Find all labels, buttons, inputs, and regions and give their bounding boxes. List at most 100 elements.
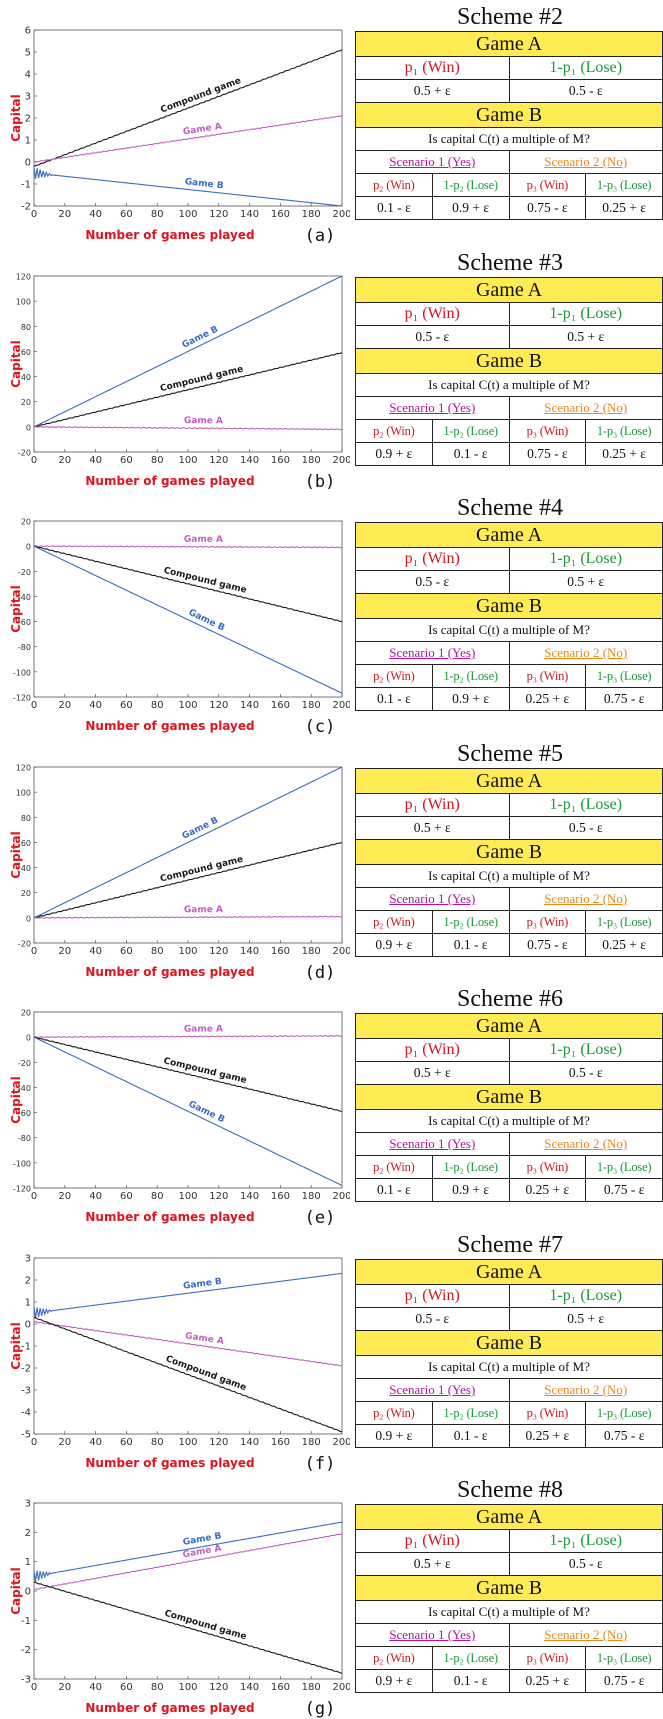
- p3-win-header: p₃ (Win): [508, 1155, 587, 1179]
- y-tick-label: 20: [21, 518, 31, 527]
- game-b-question: Is capital C(t) a multiple of M?: [355, 127, 663, 151]
- series-line: [33, 1316, 343, 1433]
- x-tick-label: 160: [271, 1191, 290, 1202]
- game-a-header: Game A: [355, 277, 663, 303]
- scenario-1-win-value: 0.9 + ε: [355, 1424, 433, 1448]
- p3-win-header: p₃ (Win): [508, 910, 587, 934]
- plot-frame: [33, 275, 343, 453]
- x-tick-label: 160: [271, 700, 290, 711]
- x-tick-label: 120: [209, 1682, 228, 1693]
- p1-lose-header: 1-p₁ (Lose): [508, 56, 663, 80]
- x-tick-label: 100: [178, 209, 197, 220]
- p1-lose-header: 1-p₁ (Lose): [508, 793, 663, 817]
- scenario-1-lose-value: 0.1 - ε: [431, 933, 510, 957]
- x-tick-label: 160: [271, 1682, 290, 1693]
- game-b-question: Is capital C(t) a multiple of M?: [355, 1355, 663, 1379]
- p3-win-header: p₃ (Win): [508, 664, 587, 688]
- scenario-1-win-value: 0.9 + ε: [355, 1669, 433, 1693]
- panel-letter: (f): [304, 1454, 336, 1474]
- x-axis-label: Number of games played: [85, 719, 254, 733]
- x-tick-label: 0: [31, 455, 37, 466]
- y-axis-label: Capital: [9, 585, 23, 633]
- x-tick-label: 80: [151, 700, 164, 711]
- line-chart: 0 20 40 60 80 100 120 140 160 180 200 -3 -2 -1 0 1 2 3 Num…: [9, 1499, 350, 1716]
- x-tick-label: 0: [31, 700, 37, 711]
- y-tick-label: 40: [21, 373, 31, 382]
- game-b-question: Is capital C(t) a multiple of M?: [355, 864, 663, 888]
- p2-lose-header: 1-p₂ (Lose): [431, 1401, 510, 1425]
- x-tick-label: 160: [271, 1437, 290, 1448]
- scheme-title: Scheme #6: [457, 986, 563, 1012]
- figure-panel: 0 20 40 60 80 100 120 140 160 180 200 -2 -1 0 1 2 3 4 5 6 Nu…: [0, 0, 663, 246]
- scheme-title: Scheme #2: [457, 4, 563, 30]
- series-line: [33, 425, 343, 431]
- game-b-header: Game B: [355, 839, 663, 865]
- x-tick-label: 200: [332, 1437, 350, 1448]
- series-line: [33, 275, 343, 428]
- p1-lose-header: 1-p₁ (Lose): [508, 302, 663, 326]
- game-a-win-value: 0.5 - ε: [355, 325, 510, 349]
- x-tick-label: 200: [332, 455, 350, 466]
- scenario-1-lose-value: 0.1 - ε: [431, 1669, 510, 1693]
- x-tick-label: 60: [120, 700, 133, 711]
- y-tick-label: 100: [16, 789, 31, 798]
- y-tick-label: 4: [25, 70, 31, 81]
- series-line: [33, 1533, 343, 1591]
- y-tick-label: 3: [25, 1499, 31, 1510]
- x-axis-label: Number of games played: [85, 965, 254, 979]
- p2-win-header: p₂ (Win): [355, 1646, 433, 1670]
- series-label: Game A: [184, 416, 223, 426]
- game-a-header: Game A: [355, 1013, 663, 1039]
- scenario-1-win-value: 0.9 + ε: [355, 442, 433, 466]
- y-tick-label: -100: [13, 1159, 31, 1168]
- panel-letter: (d): [304, 963, 336, 983]
- series-label: Game A: [184, 905, 223, 915]
- p2-win-header: p₂ (Win): [355, 173, 433, 197]
- y-tick-label: -1: [21, 1342, 31, 1353]
- figure-panel: 0 20 40 60 80 100 120 140 160 180 200 -5 -4 -3 -2 -1 0 1 2…: [0, 1228, 663, 1474]
- x-axis-label: Number of games played: [85, 228, 254, 242]
- plot-frame: [33, 1011, 343, 1189]
- scenario-1-win-value: 0.9 + ε: [355, 933, 433, 957]
- scenario-2-win-value: 0.75 - ε: [508, 442, 587, 466]
- p2-lose-header: 1-p₂ (Lose): [431, 1155, 510, 1179]
- scenario-1-header: Scenario 1 (Yes): [355, 396, 510, 420]
- scenario-2-lose-value: 0.75 - ε: [585, 1669, 663, 1693]
- game-b-header: Game B: [355, 1330, 663, 1356]
- scenario-2-header: Scenario 2 (No): [508, 887, 663, 911]
- y-tick-label: -20: [18, 940, 31, 949]
- scheme-title: Scheme #5: [457, 741, 563, 767]
- y-tick-label: 5: [25, 48, 31, 59]
- y-tick-label: 2: [25, 1528, 31, 1539]
- series-line: [33, 1035, 343, 1039]
- scheme-title: Scheme #4: [457, 495, 563, 521]
- scenario-2-win-value: 0.25 + ε: [508, 1178, 587, 1202]
- game-a-lose-value: 0.5 + ε: [508, 325, 663, 349]
- p3-lose-header: 1-p₃ (Lose): [585, 1401, 663, 1425]
- x-tick-label: 140: [240, 1437, 259, 1448]
- scenario-1-lose-value: 0.1 - ε: [431, 1424, 510, 1448]
- p1-win-header: p₁ (Win): [355, 302, 510, 326]
- scheme-title: Scheme #3: [457, 250, 563, 276]
- scenario-1-header: Scenario 1 (Yes): [355, 887, 510, 911]
- game-a-header: Game A: [355, 31, 663, 57]
- game-a-lose-value: 0.5 + ε: [508, 1307, 663, 1331]
- y-tick-label: -40: [18, 593, 31, 602]
- x-tick-label: 180: [302, 946, 321, 957]
- game-b-header: Game B: [355, 1084, 663, 1110]
- x-tick-label: 40: [89, 209, 102, 220]
- game-a-win-value: 0.5 + ε: [355, 79, 510, 103]
- y-tick-label: 20: [21, 889, 31, 898]
- series-line: [33, 166, 343, 207]
- x-tick-label: 100: [178, 700, 197, 711]
- x-tick-label: 60: [120, 1191, 133, 1202]
- x-tick-label: 80: [151, 1437, 164, 1448]
- scenario-1-win-value: 0.1 - ε: [355, 196, 433, 220]
- y-tick-label: -2: [21, 1364, 31, 1375]
- y-tick-label: -120: [13, 1185, 31, 1194]
- y-tick-label: 40: [21, 864, 31, 873]
